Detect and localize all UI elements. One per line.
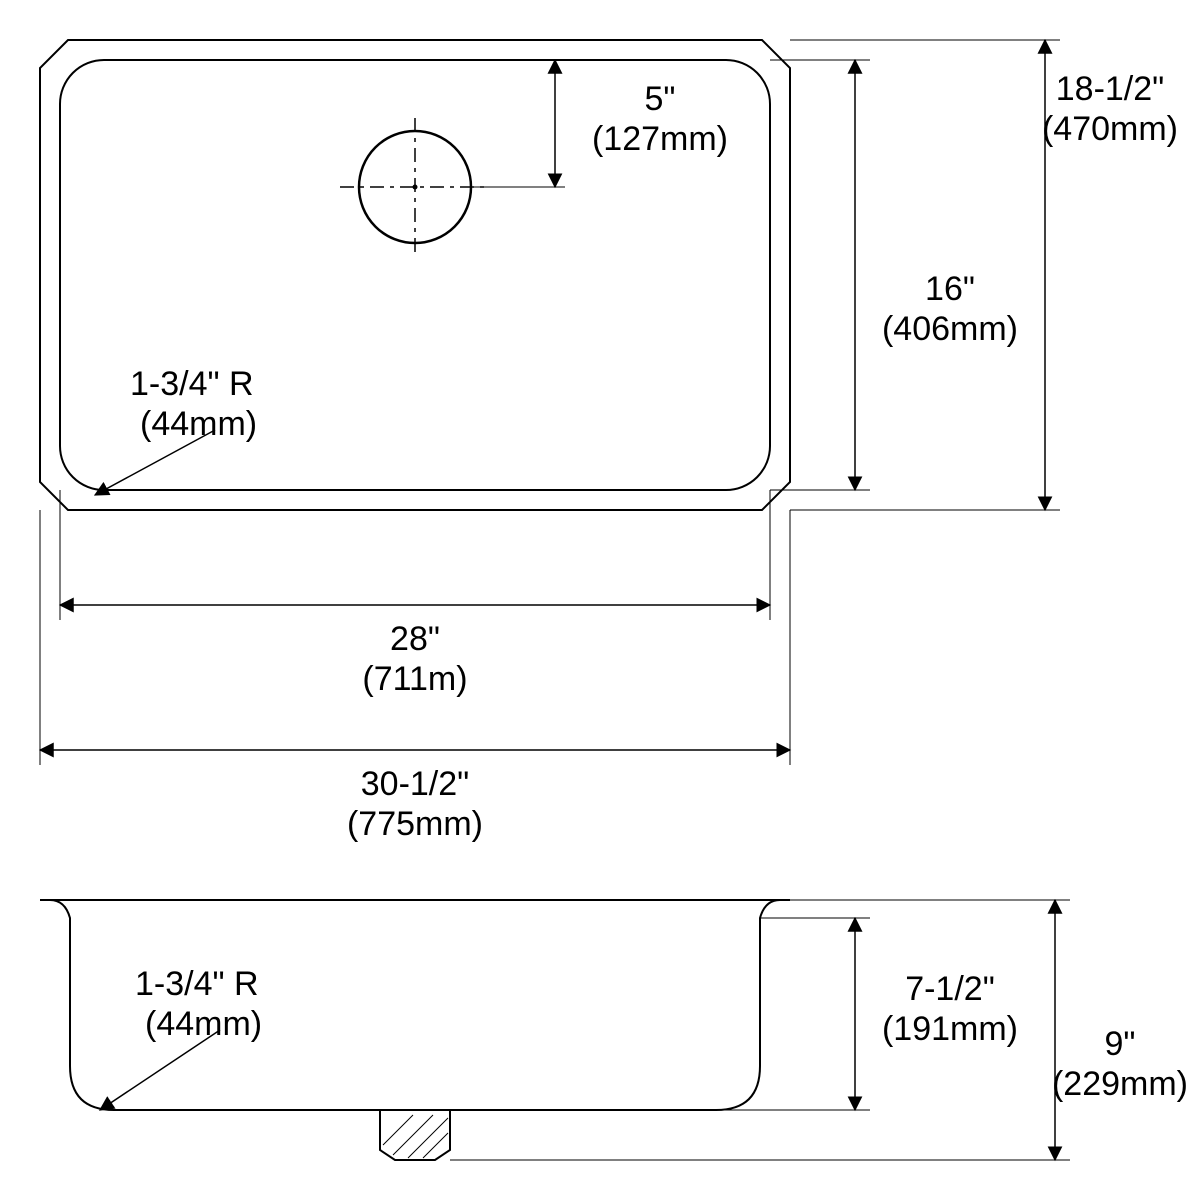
- dim-bowl-depth: 7-1/2" (191mm): [855, 918, 1018, 1110]
- dim-bowl-height-met: (406mm): [882, 310, 1018, 348]
- dim-side-radius: 1-3/4" R (44mm): [100, 965, 262, 1110]
- side-drain: [380, 1110, 450, 1160]
- top-view: 5" (127mm) 16" (406mm) 18-1/2" (470mm) 1…: [40, 40, 1178, 843]
- dim-side-radius-met: (44mm): [145, 1005, 262, 1043]
- dim-overall-depth-imp: 9": [1105, 1025, 1136, 1063]
- dim-bowl-width-imp: 28": [390, 620, 440, 658]
- dim-bowl-width-met: (711m): [362, 660, 467, 698]
- dim-corner-radius-met: (44mm): [140, 405, 257, 443]
- dim-overall-height: 18-1/2" (470mm): [1042, 40, 1178, 510]
- dim-overall-height-imp: 18-1/2": [1056, 70, 1164, 108]
- dim-overall-width: 30-1/2" (775mm): [40, 750, 790, 843]
- dim-corner-radius-imp: 1-3/4" R: [130, 365, 254, 403]
- dim-overall-width-imp: 30-1/2": [361, 765, 469, 803]
- sink-dimension-drawing: 5" (127mm) 16" (406mm) 18-1/2" (470mm) 1…: [0, 0, 1199, 1186]
- dim-side-radius-imp: 1-3/4" R: [135, 965, 259, 1003]
- dim-bowl-depth-met: (191mm): [882, 1010, 1018, 1048]
- dim-drain-offset: 5" (127mm): [470, 60, 728, 187]
- dim-overall-width-met: (775mm): [347, 805, 483, 843]
- dim-bowl-depth-imp: 7-1/2": [905, 970, 995, 1008]
- dim-bowl-height: 16" (406mm): [855, 60, 1018, 490]
- dim-corner-radius: 1-3/4" R (44mm): [95, 365, 257, 495]
- dim-drain-offset-imp: 5": [645, 80, 676, 118]
- dim-drain-offset-met: (127mm): [592, 120, 728, 158]
- side-view: 1-3/4" R (44mm) 7-1/2" (191mm) 9" (229mm…: [40, 900, 1188, 1160]
- dim-bowl-width: 28" (711m): [60, 605, 770, 698]
- dim-overall-depth-met: (229mm): [1052, 1065, 1188, 1103]
- dim-overall-height-met: (470mm): [1042, 110, 1178, 148]
- dim-bowl-height-imp: 16": [925, 270, 975, 308]
- drain-symbol: [340, 118, 490, 256]
- dim-overall-depth: 9" (229mm): [1052, 900, 1188, 1160]
